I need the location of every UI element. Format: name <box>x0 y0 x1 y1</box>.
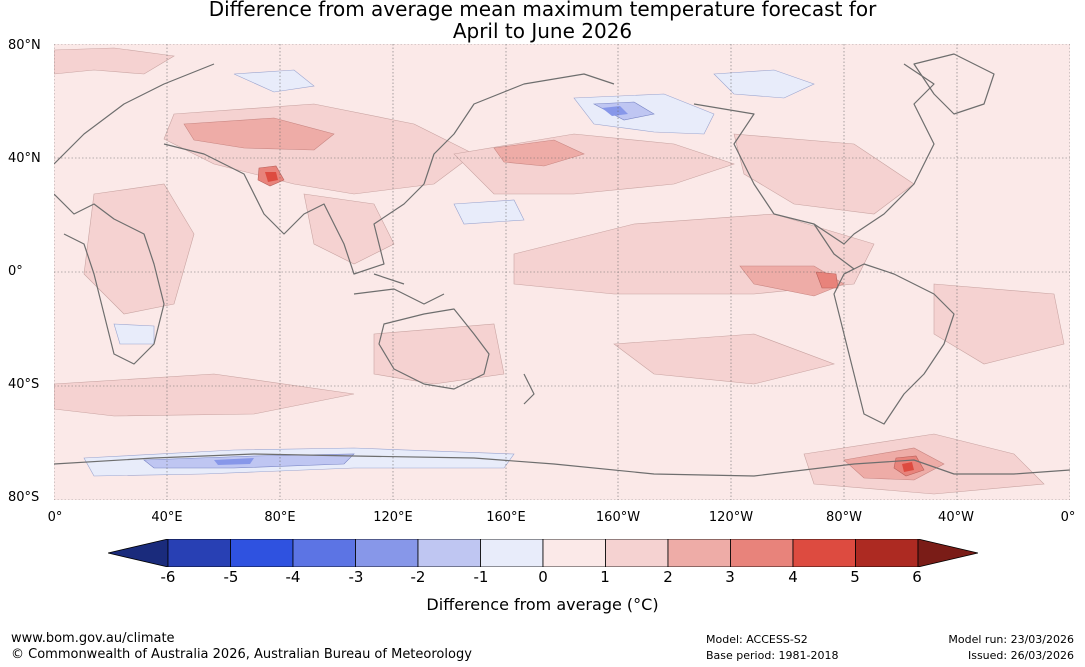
graticule <box>54 44 1070 500</box>
coastline-australia <box>378 308 490 390</box>
anomaly-area-southern-indian <box>54 373 355 417</box>
colorbar-tick: 1 <box>600 568 610 586</box>
colorbar-tick: 3 <box>725 568 735 586</box>
anomaly-area-central-asia <box>183 117 335 151</box>
lon-label-120w: 120°W <box>708 510 754 525</box>
colorbar-box <box>855 539 919 567</box>
lon-label-0-east: 0° <box>1060 510 1076 525</box>
colorbar-tick: -4 <box>285 568 301 586</box>
lon-label-80e: 80°E <box>264 510 296 525</box>
colorbar-extend-high <box>917 539 978 567</box>
lon-label-0-west: 0° <box>47 510 63 525</box>
coastline-north-america <box>693 63 935 245</box>
coastline-south-america <box>833 263 955 425</box>
anomaly-area-weddell-peak <box>902 462 914 472</box>
colorbar-box <box>542 539 606 567</box>
lon-label-120e: 120°E <box>373 510 413 525</box>
colorbar-tick: -1 <box>473 568 489 586</box>
colorbar-tick: 6 <box>912 568 922 586</box>
anomaly-area-southern-ocean-peak <box>214 458 254 465</box>
footer-url: www.bom.gov.au/climate <box>11 631 175 646</box>
footer-copyright: © Commonwealth of Australia 2026, Austra… <box>11 647 472 662</box>
colorbar-tick: 2 <box>663 568 673 586</box>
colorbar-tick: 0 <box>538 568 548 586</box>
lat-label-equator: 0° <box>8 264 23 279</box>
anomaly-area-bering-peak <box>602 106 628 116</box>
colorbar-extend-low <box>108 539 169 567</box>
colorbar-tick: 4 <box>788 568 798 586</box>
anomaly-layer-minus-3-to-minus-2 <box>214 106 628 465</box>
anomaly-area-weddell <box>843 447 945 481</box>
lon-label-40e: 40°E <box>151 510 183 525</box>
lat-label-80s: 80°S <box>8 490 40 505</box>
colorbar-box <box>167 539 231 567</box>
colorbar-tick: -2 <box>410 568 426 586</box>
footer-base-period: Base period: 1981-2018 <box>706 649 839 662</box>
colorbar-box <box>667 539 731 567</box>
colorbar-box <box>355 539 419 567</box>
anomaly-area-south-pacific <box>613 333 836 385</box>
colorbar-tick: -5 <box>223 568 239 586</box>
anomaly-area-north-america <box>733 133 915 215</box>
anomaly-area-australia <box>373 323 505 385</box>
anomaly-layer-4-to-5 <box>265 172 914 472</box>
chart-title-line-2: April to June 2026 <box>452 19 633 43</box>
chart-title-line-1: Difference from average mean maximum tem… <box>208 0 877 21</box>
coastline-asia <box>163 73 615 275</box>
coastline-africa-europe <box>54 63 215 365</box>
lon-label-80w: 80°W <box>826 510 862 525</box>
lat-label-40n: 40°N <box>8 151 41 166</box>
colorbar-boxes <box>108 539 978 567</box>
colorbar-tick: -3 <box>348 568 364 586</box>
colorbar-tick: -6 <box>160 568 176 586</box>
coastlines <box>54 53 1070 477</box>
anomaly-area-alaska <box>713 69 815 99</box>
colorbar-box <box>230 539 294 567</box>
anomaly-area-south-asia <box>303 193 395 265</box>
lat-label-80n: 80°N <box>8 38 41 53</box>
anomaly-layer-1-to-2 <box>54 47 1065 495</box>
colorbar-box <box>480 539 544 567</box>
lon-label-160e: 160°E <box>486 510 526 525</box>
colorbar <box>108 539 978 567</box>
colorbar-box <box>292 539 356 567</box>
lon-label-160w: 160°W <box>595 510 641 525</box>
footer-model: Model: ACCESS-S2 <box>706 633 808 646</box>
anomaly-area-west-pacific <box>453 199 525 225</box>
lon-label-40w: 40°W <box>938 510 974 525</box>
anomaly-area-ecuador <box>815 271 839 289</box>
anomaly-area-indian-ocean <box>113 323 155 345</box>
temperature-anomaly-map <box>54 44 1070 500</box>
colorbar-box <box>605 539 669 567</box>
coastline-greenland <box>913 53 995 115</box>
coastline-southeast-asia <box>353 273 445 305</box>
colorbar-box <box>417 539 481 567</box>
lat-label-40s: 40°S <box>8 377 40 392</box>
anomaly-area-south-atlantic <box>933 283 1065 365</box>
colorbar-box <box>730 539 794 567</box>
footer-model-run: Model run: 23/03/2026 <box>948 633 1074 646</box>
coastline-antarctica <box>54 453 1070 477</box>
footer-issued: Issued: 26/03/2026 <box>967 649 1074 662</box>
anomaly-area-tibet-core <box>265 172 278 182</box>
colorbar-box <box>792 539 856 567</box>
colorbar-label: Difference from average (°C) <box>426 595 659 614</box>
anomaly-area-japan-east <box>493 139 585 167</box>
colorbar-tick: 5 <box>850 568 860 586</box>
coastline-new-zealand <box>523 373 535 405</box>
anomaly-area-north-atlantic <box>54 47 175 75</box>
anomaly-area-siberia <box>233 69 315 93</box>
